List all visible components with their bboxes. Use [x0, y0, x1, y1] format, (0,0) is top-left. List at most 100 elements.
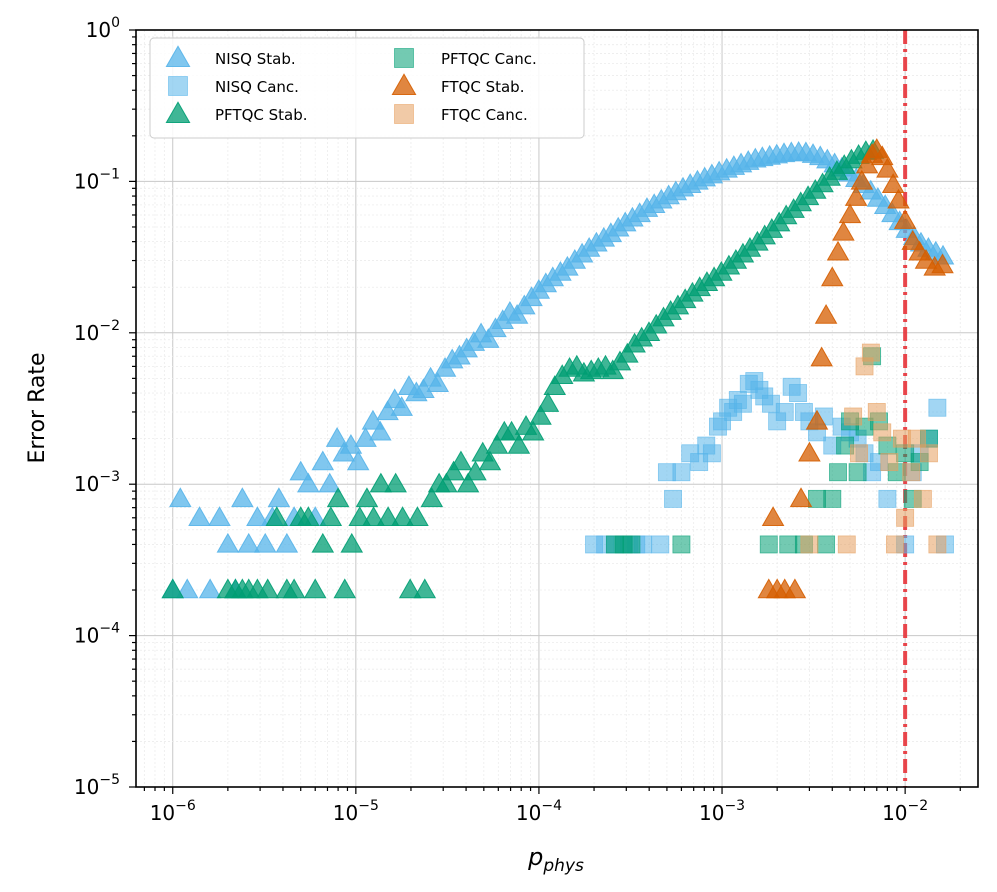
x-tick-label: 10−3 — [699, 798, 745, 825]
square-point — [886, 535, 904, 554]
x-tick-label: 10−5 — [333, 798, 379, 825]
legend-label: FTQC Canc. — [441, 106, 528, 124]
square-point — [873, 423, 892, 442]
triangle-point — [820, 266, 844, 287]
square-point — [817, 535, 836, 554]
square-point — [928, 535, 947, 554]
y-tick-label-exponent: −5 — [99, 772, 120, 788]
triangle-point — [216, 532, 240, 553]
triangle-point — [881, 173, 905, 193]
x-tick-label-exponent: −2 — [908, 798, 929, 814]
triangle-point — [376, 506, 400, 526]
triangle-point — [289, 460, 313, 481]
y-tick-label-exponent: 0 — [111, 15, 120, 31]
legend-marker-triangle-icon — [165, 45, 191, 68]
triangle-point — [333, 578, 357, 599]
triangle-point — [368, 420, 392, 441]
square-point — [779, 535, 798, 554]
legend-box — [149, 37, 585, 139]
triangle-point — [478, 450, 502, 471]
triangle-point — [256, 578, 279, 599]
triangle-point — [198, 578, 222, 599]
triangle-point — [325, 427, 349, 447]
x-tick-label-exponent: −4 — [541, 798, 562, 814]
triangle-point — [354, 427, 377, 447]
square-point — [672, 535, 691, 554]
square-point — [800, 535, 819, 554]
triangle-point — [616, 342, 639, 363]
triangle-point — [318, 472, 342, 493]
triangle-point — [253, 532, 277, 553]
triangle-point — [169, 487, 192, 508]
y-tick-label: 100 — [86, 15, 120, 42]
triangle-point — [477, 328, 500, 348]
x-axis-title: pphys — [527, 843, 584, 876]
triangle-point — [237, 532, 261, 553]
y-tick-label: 10−5 — [74, 772, 120, 799]
triangle-point — [435, 472, 458, 493]
y-tick-label: 10−3 — [74, 469, 120, 496]
triangle-point — [296, 472, 320, 493]
legend-label: FTQC Stab. — [441, 78, 524, 96]
x-tick-label-base: 10 — [333, 801, 358, 825]
legend: NISQ Stab. NISQ Canc. PFTQC Stab. PFTQC Can… — [149, 37, 585, 139]
triangle-point — [420, 487, 444, 508]
square-point — [733, 394, 752, 413]
x-tick-label-base: 10 — [882, 801, 907, 825]
legend-label: NISQ Stab. — [215, 50, 296, 68]
square-point — [622, 535, 641, 554]
triangle-point — [348, 506, 372, 526]
triangle-point — [521, 420, 545, 441]
triangle-point — [311, 532, 335, 553]
triangle-point — [507, 433, 531, 454]
triangle-point — [346, 450, 370, 471]
y-tick-label-exponent: −1 — [99, 166, 120, 182]
triangle-point — [326, 487, 350, 508]
square-point — [775, 403, 794, 421]
square-point — [759, 535, 778, 554]
legend-label: NISQ Canc. — [215, 78, 299, 96]
triangle-point — [208, 506, 231, 526]
square-point — [892, 429, 911, 448]
y-tick-label-base: 10 — [86, 18, 111, 42]
square-point — [867, 403, 886, 421]
x-axis-title-base: p — [527, 843, 543, 871]
y-tick-label-exponent: −4 — [99, 621, 120, 637]
triangle-point — [319, 506, 343, 526]
triangle-point — [893, 209, 917, 229]
triangle-point — [543, 375, 567, 395]
triangle-point — [810, 346, 833, 367]
square-point — [844, 407, 863, 426]
triangle-point — [826, 240, 850, 261]
triangle-point — [456, 472, 480, 493]
x-tick-label: 10−4 — [516, 798, 562, 825]
triangle-point — [406, 506, 429, 526]
axes-frame — [135, 29, 979, 788]
triangle-point — [355, 487, 379, 508]
legend-marker-triangle-icon — [391, 73, 417, 96]
triangle-point — [783, 578, 807, 599]
square-point — [896, 508, 915, 527]
triangle-point — [311, 450, 335, 471]
triangle-point — [231, 487, 254, 508]
triangle-point — [175, 578, 199, 599]
x-tick-labels: 10−6 10−5 10−4 10−3 10−2 — [150, 798, 928, 825]
x-tick-label: 10−6 — [150, 798, 196, 825]
triangle-point — [391, 506, 414, 526]
triangle-point — [814, 303, 838, 324]
y-tick-label-base: 10 — [74, 321, 99, 345]
square-point — [702, 444, 721, 463]
square-point — [913, 489, 932, 508]
triangle-point — [832, 220, 855, 241]
triangle-point — [362, 506, 385, 526]
triangle-point — [838, 203, 862, 224]
square-point — [878, 489, 897, 508]
series-pftqc-stab- — [161, 138, 885, 599]
legend-marker-square-icon — [394, 104, 414, 124]
triangle-point — [282, 578, 306, 599]
legend-marker-square-icon — [168, 76, 188, 96]
square-point — [672, 463, 691, 482]
square-point — [850, 444, 868, 463]
legend-marker-triangle-icon — [165, 101, 191, 124]
